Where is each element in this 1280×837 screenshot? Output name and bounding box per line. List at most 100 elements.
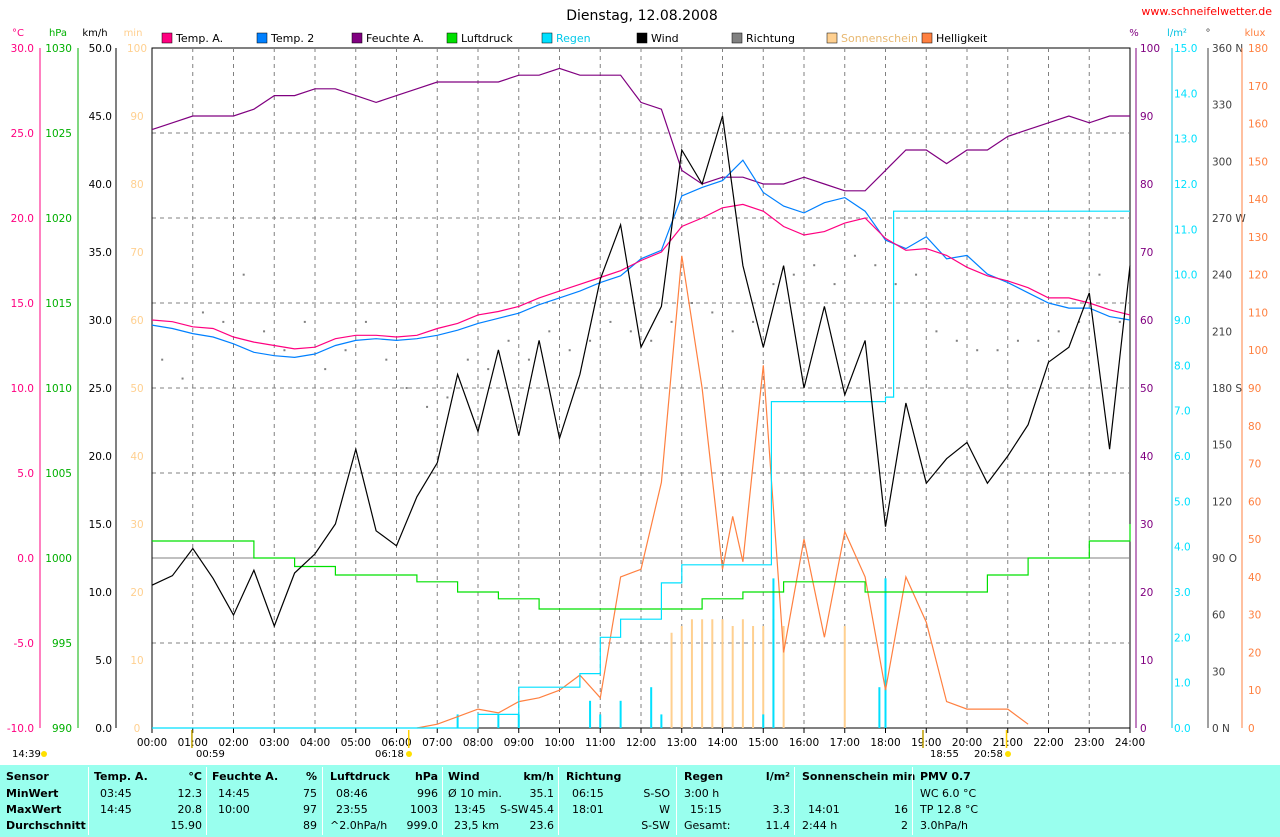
direction-point xyxy=(181,377,184,380)
axis-tick-label: 170 xyxy=(1248,81,1268,93)
axis-tick-label: 1025 xyxy=(45,128,72,140)
direction-point xyxy=(752,320,755,323)
axis-tick-label: 7.0 xyxy=(1174,406,1191,418)
legend-swatch xyxy=(256,32,268,44)
axis-tick-label: 20 xyxy=(130,587,143,599)
axis-tick-label: -5.0 xyxy=(14,638,35,650)
series-regen xyxy=(152,210,1130,729)
legend-swatch xyxy=(161,32,173,44)
direction-point xyxy=(385,358,388,361)
temp-header: Temp. A. xyxy=(94,770,148,783)
axis-tick-label: 1000 xyxy=(45,553,72,565)
axis-tick-label: 360 N xyxy=(1212,43,1243,55)
x-tick-label: 14:00 xyxy=(707,737,737,749)
axis-tick-label: 14.0 xyxy=(1174,88,1197,100)
axis-tick-label: 5.0 xyxy=(17,468,34,480)
axis-tick-label: 8.0 xyxy=(1174,360,1191,372)
luftdruck-unit: hPa xyxy=(414,770,438,783)
x-tick-label: 09:00 xyxy=(504,737,534,749)
wind-avg-value: 23.6 xyxy=(529,819,555,832)
direction-point xyxy=(629,330,632,333)
axis-tick-label: -10.0 xyxy=(7,723,34,735)
series-feuchte-a- xyxy=(151,67,1130,192)
axis-tick-label: 40 xyxy=(130,451,143,463)
axis-tick-label: 120 xyxy=(1212,496,1232,508)
axis-tick-label: 0 xyxy=(1248,723,1255,735)
direction-point xyxy=(568,349,571,352)
axis-tick-label: 110 xyxy=(1248,307,1268,319)
feuchte-unit: % xyxy=(305,770,317,783)
site-url: www.schneifelwetter.de xyxy=(1141,5,1272,18)
legend-label: Luftdruck xyxy=(461,32,513,45)
direction-point xyxy=(792,273,795,276)
x-tick-label: 13:00 xyxy=(667,737,697,749)
chart-title: Dienstag, 12.08.2008 xyxy=(566,8,717,24)
x-tick-label: 03:00 xyxy=(259,737,289,749)
direction-point xyxy=(263,330,266,333)
regen-total-label: Gesamt: xyxy=(684,819,731,832)
legend-swatch xyxy=(731,32,743,44)
axis-tick-label: 30 xyxy=(130,519,143,531)
axis-tick-label: 240 xyxy=(1212,270,1232,282)
temp-unit: °C xyxy=(188,770,202,783)
x-tick-label: 00:00 xyxy=(137,737,167,749)
wind-max-dir: S-SW xyxy=(500,803,529,816)
stats-col-temp: Temp. A. °C 03:45 12.3 14:45 20.8 15.90 xyxy=(94,765,202,837)
axis-tick-label: 100 xyxy=(127,43,147,55)
pmv-windchill: WC 6.0 °C xyxy=(920,787,977,800)
direction-point xyxy=(894,283,897,286)
direction-point xyxy=(813,264,816,267)
axis-tick-label: 20.0 xyxy=(89,451,112,463)
legend-swatch xyxy=(446,32,458,44)
luftdruck-header: Luftdruck xyxy=(330,770,390,783)
direction-point xyxy=(222,320,225,323)
stats-label-avg: Durchschnitt xyxy=(6,819,86,832)
x-tick-label: 02:00 xyxy=(218,737,248,749)
direction-point xyxy=(201,311,204,314)
axis-tick-label: 40 xyxy=(1140,451,1153,463)
chart-axes: -10.0 -5.0 0.0 5.0 10.0 15.0 20.0 25.0 30.0 990 99… xyxy=(7,43,1268,749)
series-luftdruck xyxy=(152,524,1131,610)
regen-unit: l/m² xyxy=(765,770,790,783)
wind-avg10-label: Ø 10 min. xyxy=(448,787,502,800)
regen-max-value: 3.3 xyxy=(772,803,791,816)
wind-max-value: 45.4 xyxy=(529,803,555,816)
legend-swatch xyxy=(826,32,838,44)
legend-label: Regen xyxy=(556,32,591,45)
direction-point xyxy=(955,339,958,342)
axis-tick-label: 100 xyxy=(1140,43,1160,55)
x-tick-label: 18:00 xyxy=(870,737,900,749)
unit-rain: l/m² xyxy=(1167,28,1187,39)
stats-table: Sensor MinWert MaxWert Durchschnitt Temp… xyxy=(0,765,1280,837)
direction-point xyxy=(1057,330,1060,333)
legend-swatch xyxy=(921,32,933,44)
x-tick-label: 06:00 xyxy=(381,737,411,749)
axis-tick-label: 9.0 xyxy=(1174,315,1191,327)
day-length-label: 14:39 xyxy=(12,749,41,760)
stats-header-sensor: Sensor xyxy=(6,770,49,783)
pmv-pressure-trend: 3.0hPa/h xyxy=(920,819,969,832)
wind-header: Wind xyxy=(448,770,480,783)
axis-tick-label: 1005 xyxy=(45,468,72,480)
series-wind xyxy=(151,115,1131,628)
sunset-label: 20:58 xyxy=(974,749,1003,760)
axis-tick-label: 30 xyxy=(1212,666,1225,678)
stats-col-sonne: Sonnenschein min 14:01 16 2:44 h 2 xyxy=(802,765,915,837)
direction-point xyxy=(303,320,306,323)
x-tick-label: 08:00 xyxy=(463,737,493,749)
unit-pressure: hPa xyxy=(49,28,67,39)
direction-point xyxy=(650,339,653,342)
axis-tick-label: 5.0 xyxy=(1174,496,1191,508)
axis-tick-label: 25.0 xyxy=(11,128,34,140)
sonne-header: Sonnenschein min xyxy=(802,770,916,783)
axis-units: °C hPa km/h min % l/m² ° klux xyxy=(12,28,1265,39)
axis-tick-label: 10.0 xyxy=(89,587,112,599)
axis-tick-label: 20 xyxy=(1140,587,1153,599)
sonne-total-value: 2 xyxy=(901,819,908,832)
stats-col-sensor: Sensor MinWert MaxWert Durchschnitt xyxy=(6,765,86,837)
x-tick-label: 04:00 xyxy=(300,737,330,749)
axis-tick-label: 60 xyxy=(1212,610,1225,622)
x-tick-label: 16:00 xyxy=(789,737,819,749)
axis-tick-label: 5.0 xyxy=(95,655,112,667)
temp-avg-value: 15.90 xyxy=(170,819,203,832)
